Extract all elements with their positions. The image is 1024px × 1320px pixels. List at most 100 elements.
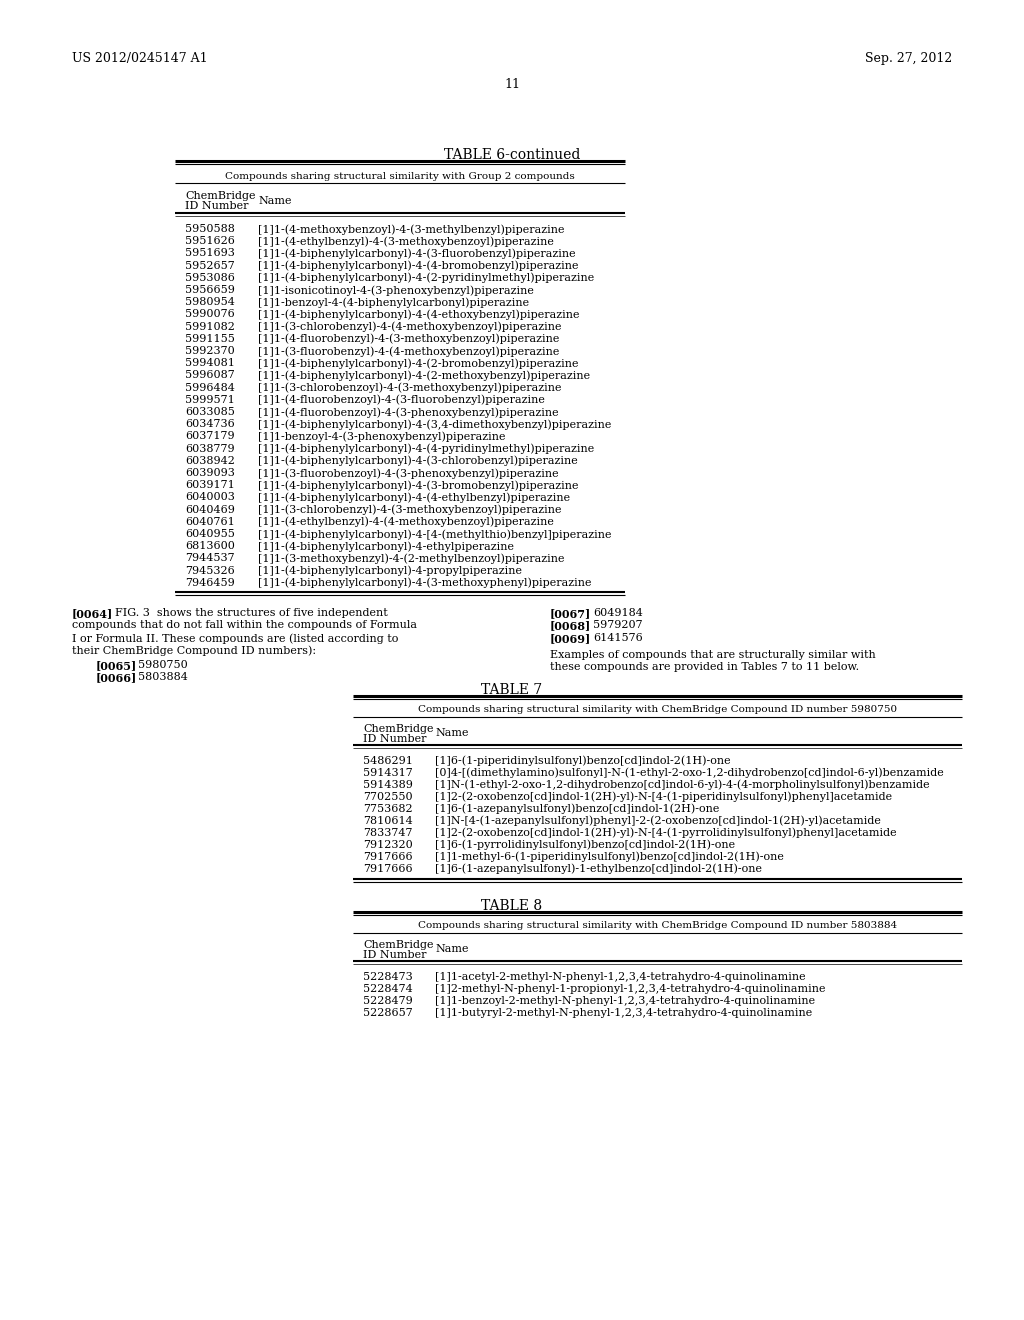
Text: [1]1-(4-biphenylylcarbonyl)-4-(3-fluorobenzyl)piperazine: [1]1-(4-biphenylylcarbonyl)-4-(3-fluorob… — [258, 248, 575, 259]
Text: 5996087: 5996087 — [185, 371, 234, 380]
Text: 5228473: 5228473 — [362, 972, 413, 982]
Text: [1]2-(2-oxobenzo[cd]indol-1(2H)-yl)-N-[4-(1-pyrrolidinylsulfonyl)phenyl]acetamid: [1]2-(2-oxobenzo[cd]indol-1(2H)-yl)-N-[4… — [435, 828, 897, 838]
Text: [1]6-(1-azepanylsulfonyl)benzo[cd]indol-1(2H)-one: [1]6-(1-azepanylsulfonyl)benzo[cd]indol-… — [435, 804, 720, 814]
Text: [1]2-methyl-N-phenyl-1-propionyl-1,2,3,4-tetrahydro-4-quinolinamine: [1]2-methyl-N-phenyl-1-propionyl-1,2,3,4… — [435, 983, 825, 994]
Text: these compounds are provided in Tables 7 to 11 below.: these compounds are provided in Tables 7… — [550, 663, 859, 672]
Text: [0065]: [0065] — [96, 660, 137, 671]
Text: [0]4-[(dimethylamino)sulfonyl]-N-(1-ethyl-2-oxo-1,2-dihydrobenzo[cd]indol-6-yl)b: [0]4-[(dimethylamino)sulfonyl]-N-(1-ethy… — [435, 767, 944, 777]
Text: 11: 11 — [504, 78, 520, 91]
Text: [1]1-benzoyl-4-(3-phenoxybenzyl)piperazine: [1]1-benzoyl-4-(3-phenoxybenzyl)piperazi… — [258, 432, 506, 442]
Text: Sep. 27, 2012: Sep. 27, 2012 — [864, 51, 952, 65]
Text: [1]1-(4-biphenylylcarbonyl)-4-propylpiperazine: [1]1-(4-biphenylylcarbonyl)-4-propylpipe… — [258, 565, 522, 576]
Text: compounds that do not fall within the compounds of Formula: compounds that do not fall within the co… — [72, 620, 417, 631]
Text: [1]1-(4-methoxybenzoyl)-4-(3-methylbenzyl)piperazine: [1]1-(4-methoxybenzoyl)-4-(3-methylbenzy… — [258, 224, 564, 235]
Text: 5991082: 5991082 — [185, 322, 234, 331]
Text: 5979207: 5979207 — [593, 620, 643, 631]
Text: [1]1-isonicotinoyl-4-(3-phenoxybenzyl)piperazine: [1]1-isonicotinoyl-4-(3-phenoxybenzyl)pi… — [258, 285, 534, 296]
Text: [0069]: [0069] — [550, 634, 591, 644]
Text: ID Number: ID Number — [362, 949, 427, 960]
Text: [1]2-(2-oxobenzo[cd]indol-1(2H)-yl)-N-[4-(1-piperidinylsulfonyl)phenyl]acetamide: [1]2-(2-oxobenzo[cd]indol-1(2H)-yl)-N-[4… — [435, 792, 892, 803]
Text: 7833747: 7833747 — [362, 828, 413, 837]
Text: [1]1-(4-fluorobenzyl)-4-(3-methoxybenzoyl)piperazine: [1]1-(4-fluorobenzyl)-4-(3-methoxybenzoy… — [258, 334, 559, 345]
Text: 6033085: 6033085 — [185, 407, 234, 417]
Text: 5980954: 5980954 — [185, 297, 234, 308]
Text: 7917666: 7917666 — [362, 851, 413, 862]
Text: 7944537: 7944537 — [185, 553, 234, 564]
Text: [1]1-butyryl-2-methyl-N-phenyl-1,2,3,4-tetrahydro-4-quinolinamine: [1]1-butyryl-2-methyl-N-phenyl-1,2,3,4-t… — [435, 1007, 812, 1018]
Text: their ChemBridge Compound ID numbers):: their ChemBridge Compound ID numbers): — [72, 645, 316, 656]
Text: 6049184: 6049184 — [593, 609, 643, 618]
Text: Name: Name — [258, 195, 292, 206]
Text: 6038942: 6038942 — [185, 455, 234, 466]
Text: 5990076: 5990076 — [185, 309, 234, 319]
Text: 5228474: 5228474 — [362, 983, 413, 994]
Text: [1]6-(1-pyrrolidinylsulfonyl)benzo[cd]indol-2(1H)-one: [1]6-(1-pyrrolidinylsulfonyl)benzo[cd]in… — [435, 840, 735, 850]
Text: 5956659: 5956659 — [185, 285, 234, 294]
Text: [1]1-(4-ethylbenzyl)-4-(3-methoxybenzoyl)piperazine: [1]1-(4-ethylbenzyl)-4-(3-methoxybenzoyl… — [258, 236, 554, 247]
Text: 6034736: 6034736 — [185, 420, 234, 429]
Text: 6813600: 6813600 — [185, 541, 234, 552]
Text: [1]1-(4-fluorobenzoyl)-4-(3-phenoxybenzyl)piperazine: [1]1-(4-fluorobenzoyl)-4-(3-phenoxybenzy… — [258, 407, 559, 417]
Text: [1]1-(4-biphenylylcarbonyl)-4-(2-pyridinylmethyl)piperazine: [1]1-(4-biphenylylcarbonyl)-4-(2-pyridin… — [258, 273, 594, 284]
Text: 7912320: 7912320 — [362, 840, 413, 850]
Text: TABLE 6-continued: TABLE 6-continued — [443, 148, 581, 162]
Text: I or Formula II. These compounds are (listed according to: I or Formula II. These compounds are (li… — [72, 634, 398, 644]
Text: [1]6-(1-piperidinylsulfonyl)benzo[cd]indol-2(1H)-one: [1]6-(1-piperidinylsulfonyl)benzo[cd]ind… — [435, 755, 731, 766]
Text: [1]6-(1-azepanylsulfonyl)-1-ethylbenzo[cd]indol-2(1H)-one: [1]6-(1-azepanylsulfonyl)-1-ethylbenzo[c… — [435, 863, 762, 874]
Text: [1]1-(4-biphenylylcarbonyl)-4-(4-pyridinylmethyl)piperazine: [1]1-(4-biphenylylcarbonyl)-4-(4-pyridin… — [258, 444, 594, 454]
Text: [1]N-[4-(1-azepanylsulfonyl)phenyl]-2-(2-oxobenzo[cd]indol-1(2H)-yl)acetamide: [1]N-[4-(1-azepanylsulfonyl)phenyl]-2-(2… — [435, 816, 881, 826]
Text: ID Number: ID Number — [362, 734, 427, 743]
Text: [1]N-(1-ethyl-2-oxo-1,2-dihydrobenzo[cd]indol-6-yl)-4-(4-morpholinylsulfonyl)ben: [1]N-(1-ethyl-2-oxo-1,2-dihydrobenzo[cd]… — [435, 780, 930, 791]
Text: ChemBridge: ChemBridge — [185, 191, 256, 201]
Text: Name: Name — [435, 945, 469, 954]
Text: 5996484: 5996484 — [185, 383, 234, 392]
Text: 7753682: 7753682 — [362, 804, 413, 813]
Text: 5994081: 5994081 — [185, 358, 234, 368]
Text: [1]1-(4-biphenylylcarbonyl)-4-ethylpiperazine: [1]1-(4-biphenylylcarbonyl)-4-ethylpiper… — [258, 541, 514, 552]
Text: ID Number: ID Number — [185, 201, 249, 211]
Text: 5914317: 5914317 — [362, 767, 413, 777]
Text: 5803884: 5803884 — [138, 672, 187, 682]
Text: 7946459: 7946459 — [185, 578, 234, 587]
Text: ChemBridge: ChemBridge — [362, 940, 433, 949]
Text: ChemBridge: ChemBridge — [362, 723, 433, 734]
Text: [1]1-(4-fluorobenzoyl)-4-(3-fluorobenzyl)piperazine: [1]1-(4-fluorobenzoyl)-4-(3-fluorobenzyl… — [258, 395, 545, 405]
Text: [1]1-(4-biphenylylcarbonyl)-4-(3-methoxyphenyl)piperazine: [1]1-(4-biphenylylcarbonyl)-4-(3-methoxy… — [258, 578, 592, 589]
Text: 6141576: 6141576 — [593, 634, 643, 643]
Text: FIG. 3  shows the structures of five independent: FIG. 3 shows the structures of five inde… — [115, 609, 388, 618]
Text: Name: Name — [435, 729, 469, 738]
Text: 5952657: 5952657 — [185, 260, 234, 271]
Text: 5951626: 5951626 — [185, 236, 234, 247]
Text: [1]1-(3-chlorobenzyl)-4-(4-methoxybenzoyl)piperazine: [1]1-(3-chlorobenzyl)-4-(4-methoxybenzoy… — [258, 322, 561, 333]
Text: 6040955: 6040955 — [185, 529, 234, 539]
Text: Compounds sharing structural similarity with ChemBridge Compound ID number 59807: Compounds sharing structural similarity … — [418, 705, 897, 714]
Text: [1]1-(4-biphenylylcarbonyl)-4-[4-(methylthio)benzyl]piperazine: [1]1-(4-biphenylylcarbonyl)-4-[4-(methyl… — [258, 529, 611, 540]
Text: US 2012/0245147 A1: US 2012/0245147 A1 — [72, 51, 208, 65]
Text: [0066]: [0066] — [96, 672, 137, 684]
Text: [0067]: [0067] — [550, 609, 591, 619]
Text: 7945326: 7945326 — [185, 565, 234, 576]
Text: 5999571: 5999571 — [185, 395, 234, 405]
Text: 5914389: 5914389 — [362, 780, 413, 789]
Text: [1]1-benzoyl-4-(4-biphenylylcarbonyl)piperazine: [1]1-benzoyl-4-(4-biphenylylcarbonyl)pip… — [258, 297, 529, 308]
Text: [1]1-(4-biphenylylcarbonyl)-4-(2-methoxybenzyl)piperazine: [1]1-(4-biphenylylcarbonyl)-4-(2-methoxy… — [258, 371, 590, 381]
Text: [1]1-(4-biphenylylcarbonyl)-4-(3-bromobenzyl)piperazine: [1]1-(4-biphenylylcarbonyl)-4-(3-bromobe… — [258, 480, 579, 491]
Text: 7702550: 7702550 — [362, 792, 413, 801]
Text: 5980750: 5980750 — [138, 660, 187, 671]
Text: Compounds sharing structural similarity with ChemBridge Compound ID number 58038: Compounds sharing structural similarity … — [418, 921, 897, 931]
Text: 6040003: 6040003 — [185, 492, 234, 503]
Text: [1]1-(3-chlorobenzoyl)-4-(3-methoxybenzyl)piperazine: [1]1-(3-chlorobenzoyl)-4-(3-methoxybenzy… — [258, 383, 561, 393]
Text: [1]1-(4-biphenylylcarbonyl)-4-(4-bromobenzyl)piperazine: [1]1-(4-biphenylylcarbonyl)-4-(4-bromobe… — [258, 260, 579, 271]
Text: [1]1-(3-methoxybenzyl)-4-(2-methylbenzoyl)piperazine: [1]1-(3-methoxybenzyl)-4-(2-methylbenzoy… — [258, 553, 564, 564]
Text: [1]1-benzoyl-2-methyl-N-phenyl-1,2,3,4-tetrahydro-4-quinolinamine: [1]1-benzoyl-2-methyl-N-phenyl-1,2,3,4-t… — [435, 995, 815, 1006]
Text: 7810614: 7810614 — [362, 816, 413, 825]
Text: 5953086: 5953086 — [185, 273, 234, 282]
Text: TABLE 8: TABLE 8 — [481, 899, 543, 912]
Text: Compounds sharing structural similarity with Group 2 compounds: Compounds sharing structural similarity … — [225, 172, 574, 181]
Text: 6039093: 6039093 — [185, 469, 234, 478]
Text: [1]1-acetyl-2-methyl-N-phenyl-1,2,3,4-tetrahydro-4-quinolinamine: [1]1-acetyl-2-methyl-N-phenyl-1,2,3,4-te… — [435, 972, 806, 982]
Text: 5951693: 5951693 — [185, 248, 234, 259]
Text: 5992370: 5992370 — [185, 346, 234, 356]
Text: Examples of compounds that are structurally similar with: Examples of compounds that are structura… — [550, 649, 876, 660]
Text: 5228479: 5228479 — [362, 995, 413, 1006]
